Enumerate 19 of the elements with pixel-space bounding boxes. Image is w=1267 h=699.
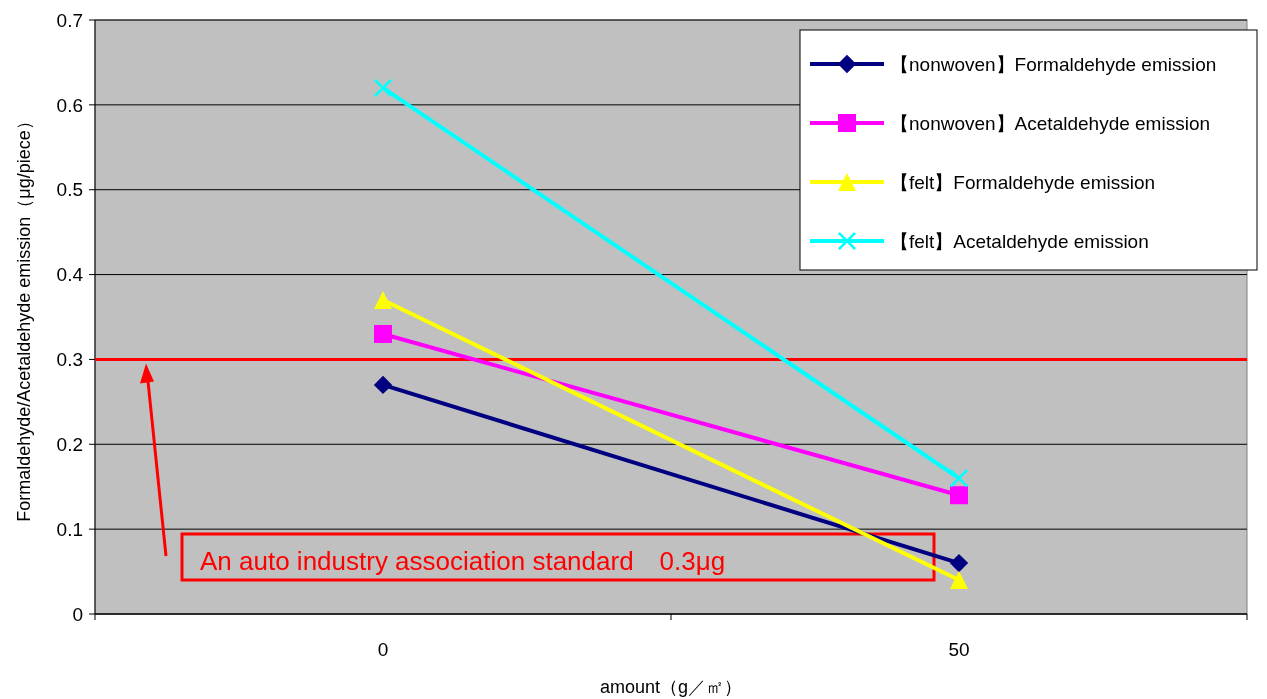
y-tick-label: 0.5 — [56, 179, 83, 201]
y-tick-label: 0.1 — [56, 518, 83, 540]
point — [374, 324, 392, 343]
y-tick-label: 0 — [72, 603, 83, 625]
legend-label: 【felt】Acetaldehyde emission — [890, 230, 1149, 252]
ref-line-label: An auto industry association standard 0.3μg — [200, 546, 726, 576]
legend-label: 【nonwoven】Acetaldehyde emission — [890, 112, 1211, 134]
y-axis-title: Formaldehyde/Acetaldehyde emission（μg/piece） — [14, 112, 34, 522]
point — [950, 486, 968, 505]
y-tick-label: 0.7 — [56, 9, 83, 31]
x-axis-title: amount（g／㎡） — [599, 677, 743, 697]
y-tick-label: 0.4 — [56, 264, 84, 286]
y-tick-label: 0.2 — [56, 433, 83, 455]
x-tick-label: 50 — [948, 639, 970, 660]
legend-label: 【nonwoven】Formaldehyde emission — [890, 53, 1217, 75]
y-tick-label: 0.6 — [56, 94, 83, 116]
y-tick-label: 0.3 — [56, 349, 83, 371]
point — [950, 469, 968, 488]
legend-label: 【felt】Formaldehyde emission — [890, 171, 1156, 193]
